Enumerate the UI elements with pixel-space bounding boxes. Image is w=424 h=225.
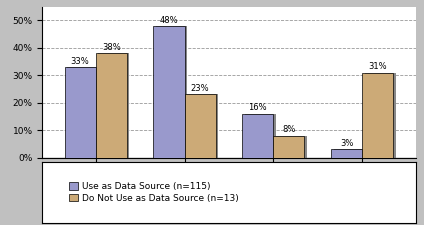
Bar <box>153 26 184 158</box>
Bar <box>96 53 127 158</box>
Bar <box>365 72 396 158</box>
Bar <box>187 94 218 158</box>
Bar <box>245 114 276 158</box>
Bar <box>42 158 416 166</box>
Text: 3%: 3% <box>340 139 353 148</box>
Text: 38%: 38% <box>102 43 120 52</box>
Bar <box>67 67 98 158</box>
Text: 16%: 16% <box>248 103 267 112</box>
Text: 31%: 31% <box>368 62 387 71</box>
Bar <box>184 94 216 158</box>
Bar <box>362 72 393 158</box>
Bar <box>331 149 362 158</box>
Text: 33%: 33% <box>71 57 89 66</box>
Bar <box>273 136 304 157</box>
Text: 8%: 8% <box>282 125 296 134</box>
Legend: Use as Data Source (n=115), Do Not Use as Data Source (n=13): Use as Data Source (n=115), Do Not Use a… <box>66 178 242 206</box>
Bar <box>156 26 187 158</box>
Text: 23%: 23% <box>191 84 209 93</box>
Bar <box>242 114 273 158</box>
Bar <box>276 136 307 157</box>
Bar <box>64 67 96 158</box>
Bar <box>98 53 129 158</box>
Bar <box>334 149 365 158</box>
Text: 48%: 48% <box>160 16 179 25</box>
